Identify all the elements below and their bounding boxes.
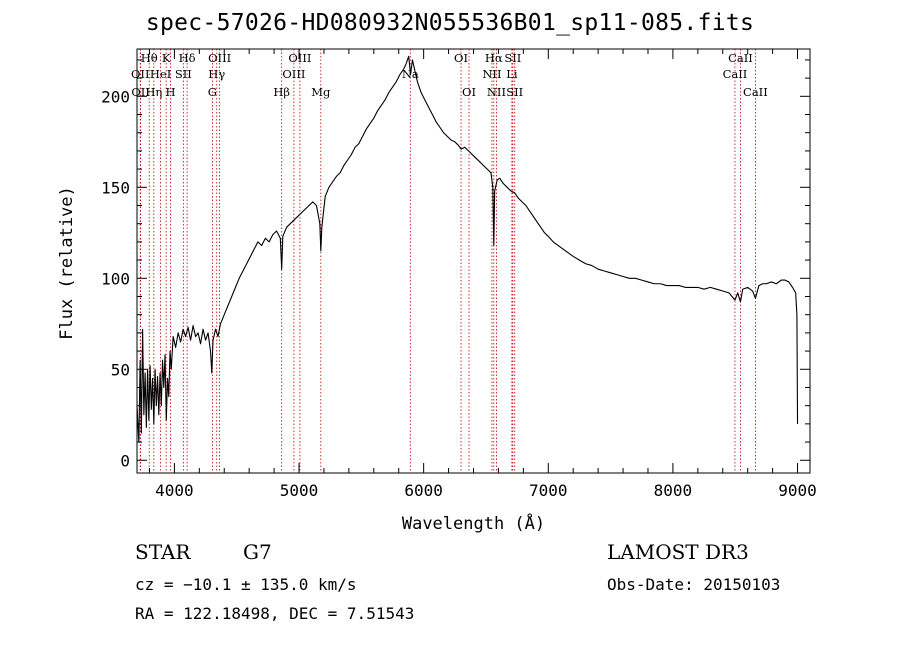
line-label-11: G: [208, 85, 217, 99]
line-label-7: SII: [175, 67, 192, 81]
line-label-1: OII: [131, 67, 150, 81]
line-label-5: Hη: [145, 85, 162, 99]
line-label-6: Hδ: [179, 51, 196, 65]
plot-frame: [136, 48, 811, 474]
emission-line-markers: [139, 49, 756, 473]
line-label-15: Mg: [311, 85, 331, 99]
y-tick-label-150: 150: [101, 178, 130, 197]
line-label-2: OII: [131, 85, 150, 99]
chart-title: spec-57026-HD080932N055536B01_sp11-085.f…: [145, 10, 755, 36]
axes: 4000 5000 6000 7000 8000 9000 0 50 100 150 200 Wave…: [57, 48, 817, 534]
line-label-14: Hβ: [273, 85, 290, 99]
y-tick-label-50: 50: [111, 360, 130, 379]
line-label-3: K: [162, 51, 171, 65]
line-label-19: Hα: [485, 51, 503, 65]
line-labels: Hθ OII OII K HeI Hη Hδ SII H OIII Hγ G OIII OIII Hβ Mg N…: [131, 51, 768, 99]
line-label-22: Li: [506, 67, 518, 81]
y-axis-label: Flux (relative): [57, 186, 77, 340]
x-tick-label-9000: 9000: [778, 481, 817, 500]
line-label-13: OIII: [282, 67, 305, 81]
x-tick-label-4000: 4000: [155, 481, 194, 500]
y-tick-label-0: 0: [120, 451, 130, 470]
spectrum-line-0: [136, 55, 799, 443]
line-label-10: Hγ: [208, 67, 225, 81]
line-label-0: Hθ: [141, 51, 158, 65]
survey-name: LAMOST DR3: [607, 540, 749, 564]
line-label-4: HeI: [150, 67, 171, 81]
line-label-21: NII: [482, 67, 501, 81]
x-tick-label-8000: 8000: [654, 481, 693, 500]
line-label-25: CaII: [728, 51, 753, 65]
x-tick-label-7000: 7000: [529, 481, 568, 500]
line-label-18: OI: [462, 85, 476, 99]
line-label-27: CaII: [743, 85, 768, 99]
line-label-17: OI: [454, 51, 468, 65]
line-label-26: CaII: [723, 67, 748, 81]
x-tick-label-6000: 6000: [404, 481, 443, 500]
y-tick-label-100: 100: [101, 269, 130, 288]
subclass: G7: [243, 540, 272, 564]
y-tick-label-200: 200: [101, 87, 130, 106]
spectrum-series: [136, 55, 799, 443]
line-label-20: SII: [504, 51, 521, 65]
object-type: STAR: [135, 540, 191, 564]
redshift-cz: cz = −10.1 ± 135.0 km/s: [135, 575, 357, 594]
line-label-12: OIII: [288, 51, 311, 65]
line-label-9: OIII: [208, 51, 231, 65]
line-label-8: H: [166, 85, 176, 99]
obs-date: Obs-Date: 20150103: [607, 575, 781, 594]
x-axis-label: Wavelength (Å): [402, 512, 545, 534]
line-label-23: NII: [487, 85, 506, 99]
line-label-24: SII: [506, 85, 523, 99]
x-tick-label-5000: 5000: [280, 481, 319, 500]
coordinates: RA = 122.18498, DEC = 7.51543: [135, 604, 415, 623]
